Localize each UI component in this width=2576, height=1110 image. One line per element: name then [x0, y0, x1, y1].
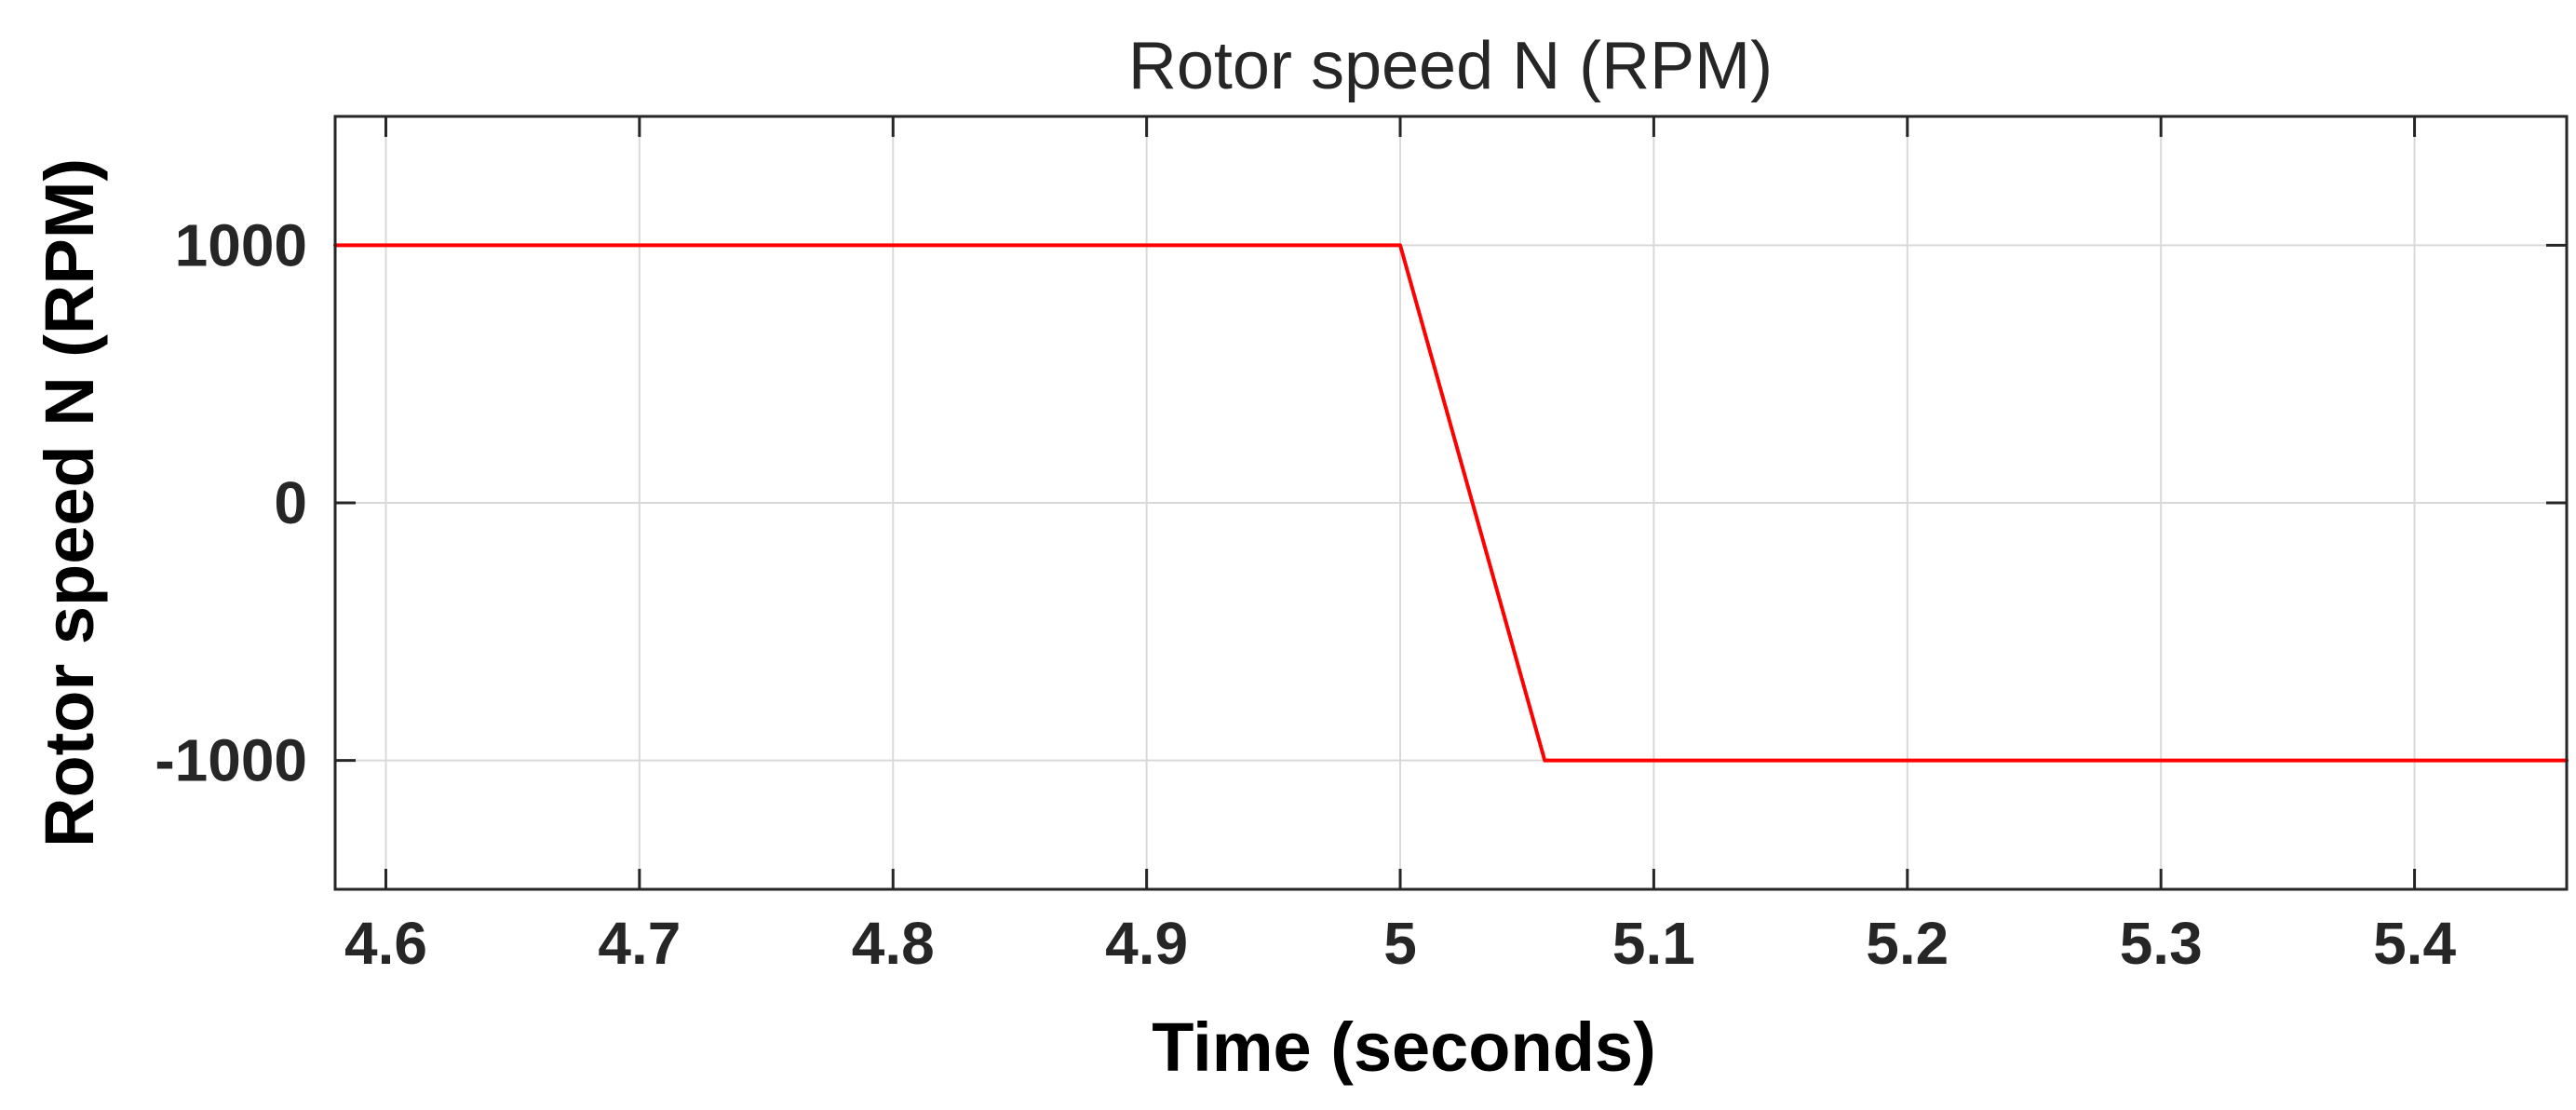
- y-tick-label: 1000: [175, 211, 307, 278]
- x-axis-label: Time (seconds): [1152, 1008, 1655, 1086]
- y-tick-label: -1000: [155, 727, 307, 794]
- y-axis-label: Rotor speed N (RPM): [31, 158, 108, 847]
- x-tick-label: 5.3: [2120, 910, 2203, 977]
- x-tick-label: 4.7: [598, 910, 681, 977]
- chart-title: Rotor speed N (RPM): [1128, 29, 1773, 103]
- x-tick-label: 5.2: [1866, 910, 1949, 977]
- series-layer: [333, 243, 2569, 763]
- x-tick-label: 4.6: [344, 910, 427, 977]
- tick-label-layer: 4.6 4.7 4.8 4.9 5 5.1 5.2 5.3 5.4 1000 0 -1000: [155, 211, 2456, 977]
- series-line-0: [333, 243, 2569, 763]
- x-tick-label: 4.9: [1105, 910, 1188, 977]
- x-tick-label: 5.4: [2373, 910, 2456, 977]
- x-tick-label: 4.8: [852, 910, 935, 977]
- x-tick-label: 5: [1383, 910, 1417, 977]
- y-tick-label: 0: [274, 469, 307, 536]
- x-tick-label: 5.1: [1612, 910, 1695, 977]
- plot-frame: [333, 115, 2569, 891]
